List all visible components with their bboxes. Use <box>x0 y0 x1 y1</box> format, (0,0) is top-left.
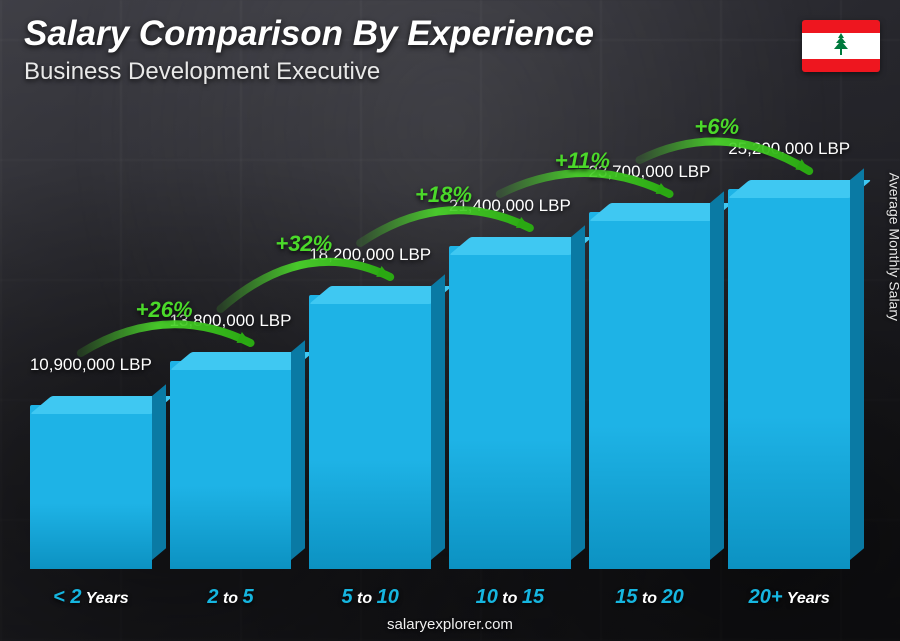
bar3d <box>30 405 152 569</box>
flag-band-middle <box>802 33 880 59</box>
bar-front <box>449 246 571 569</box>
pct-change-1: +32% <box>275 231 332 257</box>
bar-front <box>589 212 711 569</box>
bar-5: 25,200,000 LBP <box>728 189 850 569</box>
cedar-tree-icon <box>829 33 853 59</box>
pct-change-4: +6% <box>694 114 739 140</box>
chart-stage: Salary Comparison By Experience Business… <box>0 0 900 641</box>
bar3d <box>309 295 431 569</box>
bar-side-face <box>850 168 864 560</box>
value-label: 25,200,000 LBP <box>689 139 889 159</box>
bar-side-face <box>710 191 724 560</box>
bar-3: 21,400,000 LBP <box>449 246 571 569</box>
chart-subtitle: Business Development Executive <box>24 58 380 86</box>
bar-front <box>728 189 850 569</box>
bar-side-face <box>291 340 305 560</box>
bar3d <box>449 246 571 569</box>
bar-side-face <box>152 384 166 560</box>
bar-4: 23,700,000 LBP <box>589 212 711 569</box>
bar-side-face <box>431 274 445 560</box>
bar-front <box>30 405 152 569</box>
flag-band-bottom <box>802 59 880 72</box>
chart-title: Salary Comparison By Experience <box>24 14 594 54</box>
x-axis-labels: < 2 Years 2 to 5 5 to 10 10 to 15 15 to 20 20… <box>30 586 850 609</box>
bar-0: 10,900,000 LBP <box>30 405 152 569</box>
source-attribution: salaryexplorer.com <box>0 616 900 633</box>
pct-change-3: +11% <box>555 148 610 174</box>
bar-front <box>170 361 292 569</box>
x-label-5: 20+ Years <box>728 586 850 609</box>
bar3d <box>728 189 850 569</box>
y-axis-label: Average Monthly Salary <box>886 172 900 320</box>
x-label-2: 5 to 10 <box>309 586 431 609</box>
x-label-1: 2 to 5 <box>170 586 292 609</box>
bar-1: 13,800,000 LBP <box>170 361 292 569</box>
country-flag-lebanon <box>802 20 880 72</box>
bar3d <box>170 361 292 569</box>
x-label-3: 10 to 15 <box>449 586 571 609</box>
bar3d <box>589 212 711 569</box>
pct-change-2: +18% <box>415 182 472 208</box>
pct-change-0: +26% <box>136 297 193 323</box>
value-label: 10,900,000 LBP <box>0 355 191 375</box>
x-label-0: < 2 Years <box>30 586 152 609</box>
x-label-4: 15 to 20 <box>589 586 711 609</box>
bar-chart: 10,900,000 LBP13,800,000 LBP18,200,000 L… <box>30 99 850 569</box>
bars-container: 10,900,000 LBP13,800,000 LBP18,200,000 L… <box>30 99 850 569</box>
bar-front <box>309 295 431 569</box>
bar-side-face <box>571 225 585 560</box>
flag-band-top <box>802 20 880 33</box>
bar-2: 18,200,000 LBP <box>309 295 431 569</box>
